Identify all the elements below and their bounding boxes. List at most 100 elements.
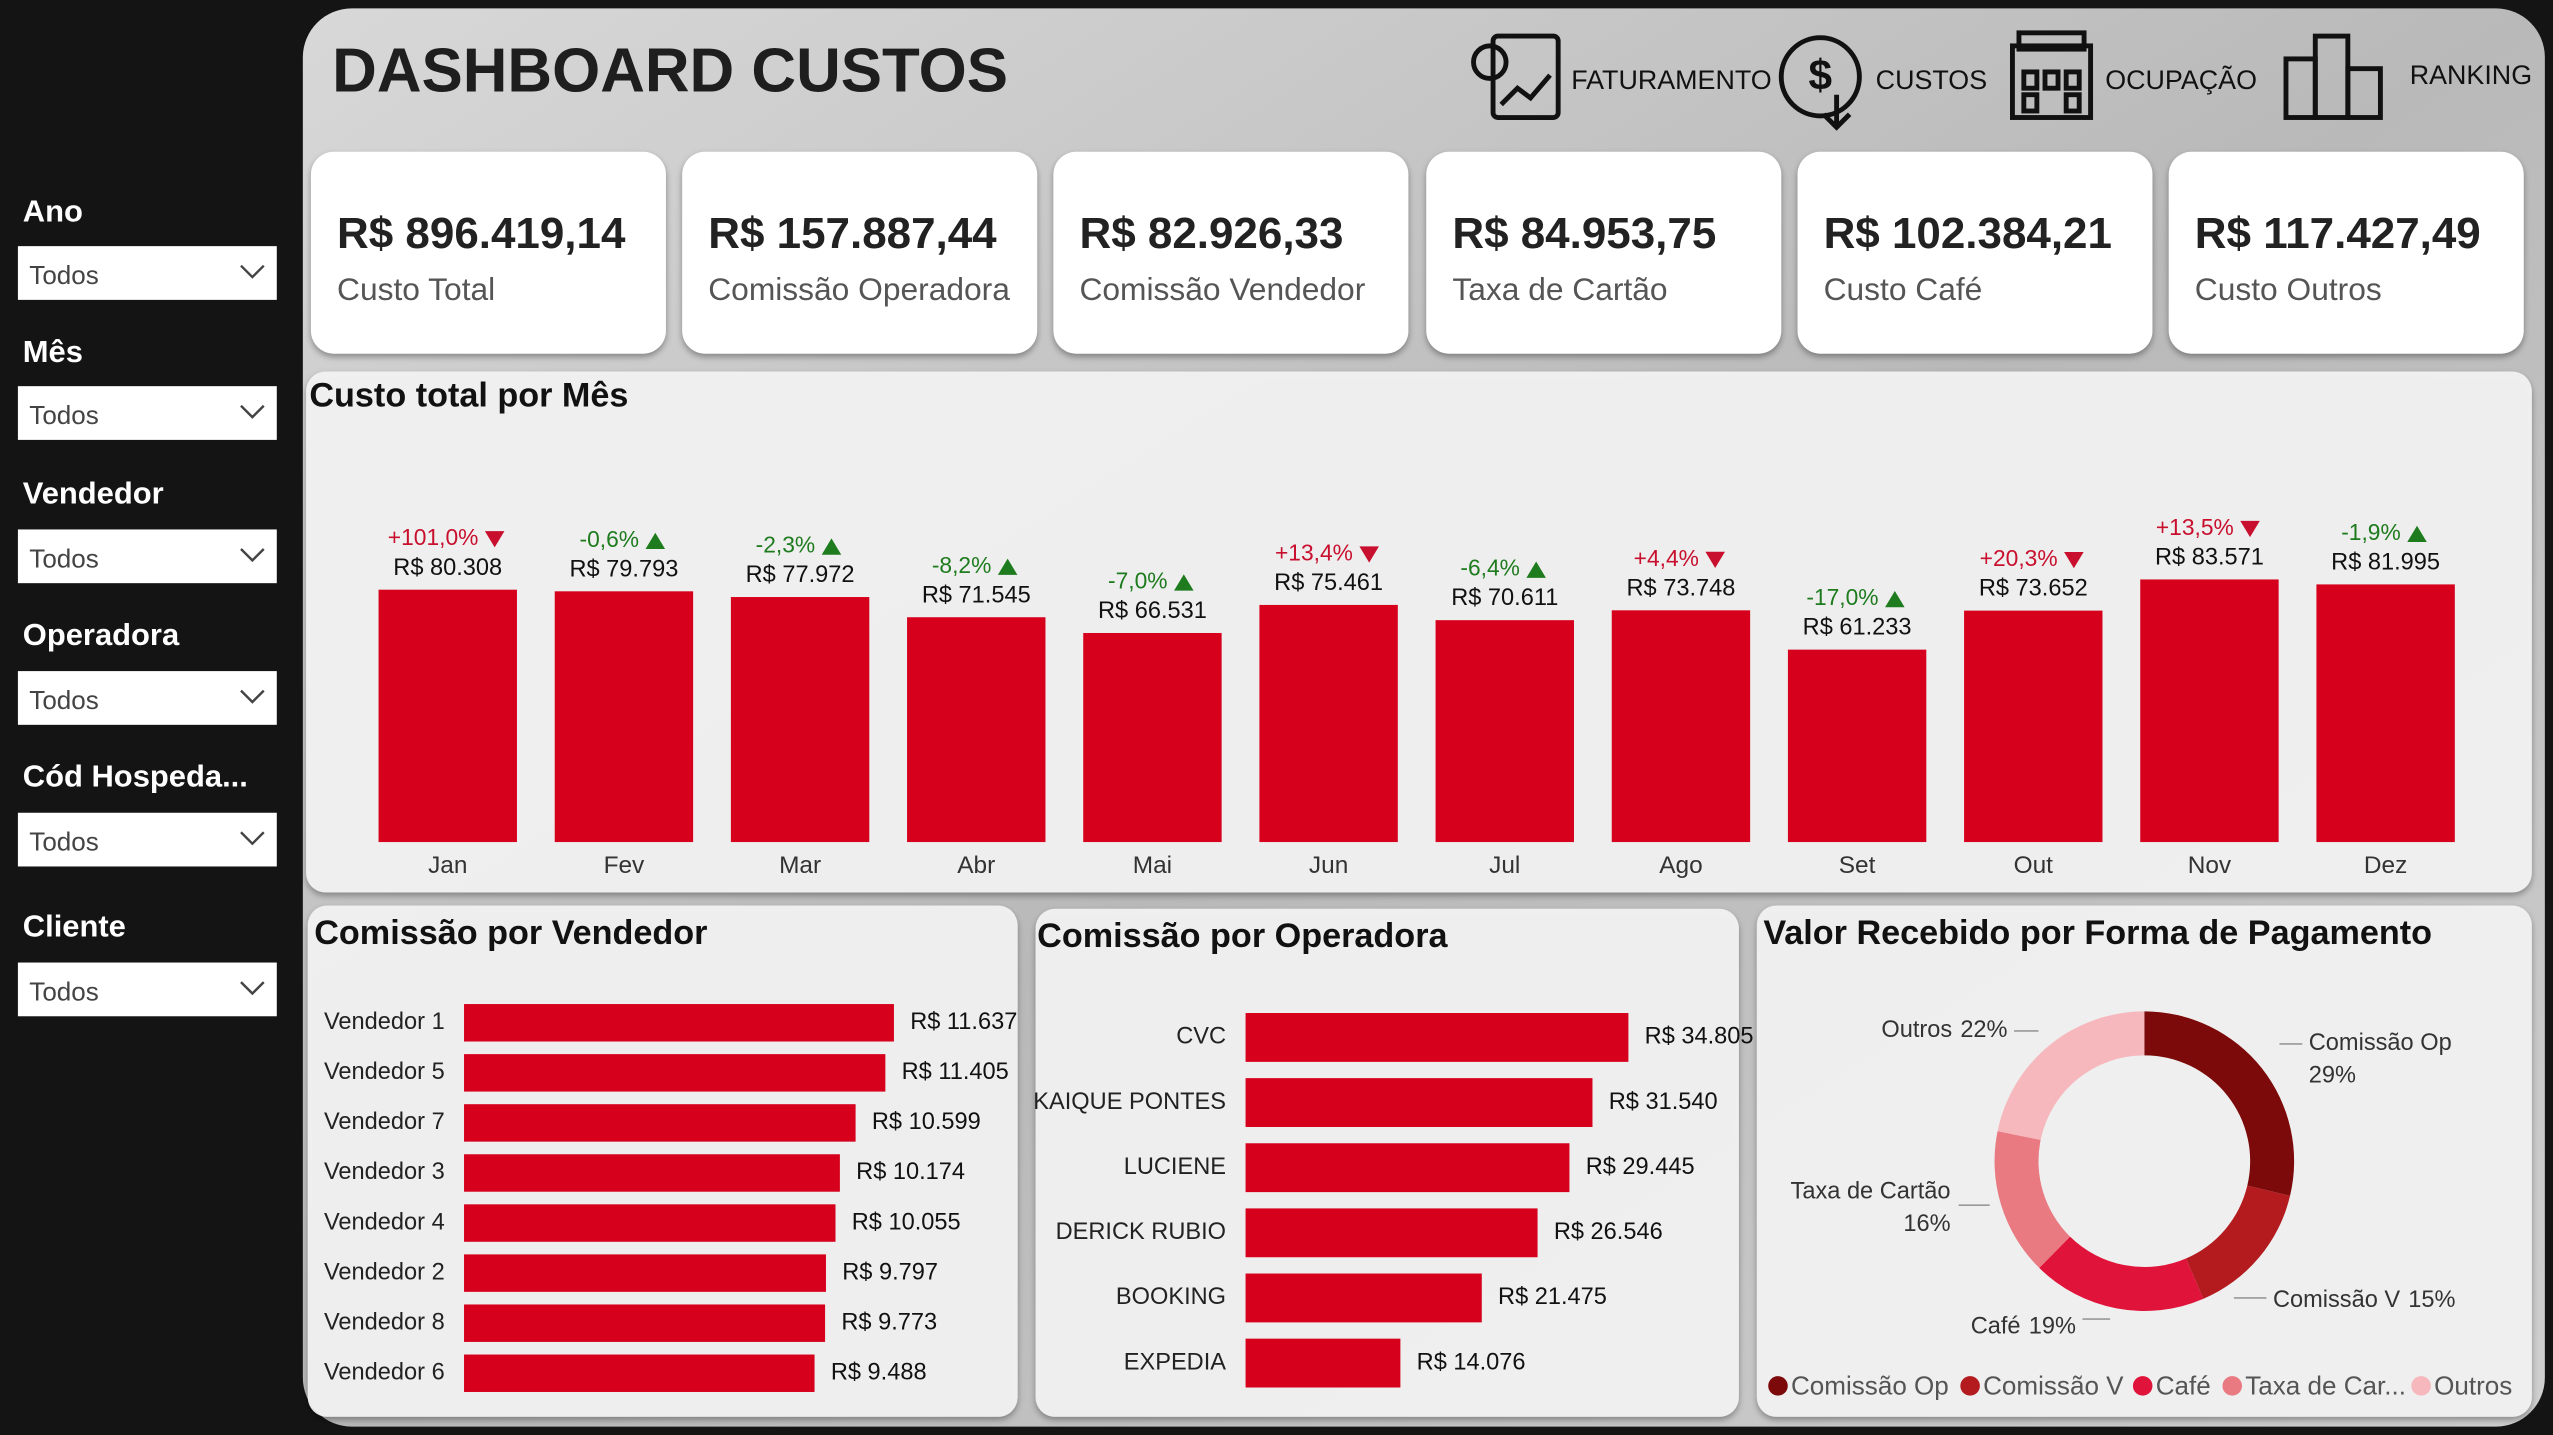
- change-label: -8,2%: [932, 552, 992, 578]
- value-label: R$ 83.571: [2155, 545, 2264, 571]
- change-indicator: [1526, 561, 1546, 578]
- slice-value: 15%: [2408, 1287, 2455, 1313]
- filter-label: Cliente: [23, 909, 126, 944]
- legend-label[interactable]: Comissão V: [1983, 1370, 2124, 1400]
- value-label: R$ 75.461: [1274, 570, 1383, 596]
- change-label: +101,0%: [388, 524, 479, 550]
- filter-label: Vendedor: [23, 475, 164, 510]
- category-label: Vendedor 6: [324, 1359, 445, 1385]
- legend-swatch[interactable]: [2411, 1376, 2431, 1396]
- kpi-label: Custo Total: [337, 271, 495, 307]
- legend-label[interactable]: Taxa de Car...: [2245, 1370, 2406, 1400]
- dropdown-arrow: [240, 548, 265, 563]
- value-label: R$ 11.405: [902, 1059, 1009, 1085]
- value-label: R$ 10.174: [856, 1159, 965, 1185]
- slice-value: 19%: [2029, 1313, 2076, 1339]
- change-label: -17,0%: [1806, 584, 1878, 610]
- category-label: Vendedor 8: [324, 1309, 445, 1335]
- chart-title: Custo total por Mês: [309, 377, 628, 415]
- nav-icon-symbol: $: [1809, 52, 1833, 99]
- slice-label: Outros 22%: [1881, 1017, 2007, 1043]
- value-label: R$ 73.652: [1979, 576, 2088, 602]
- change-indicator: [1359, 546, 1379, 563]
- value-label: R$ 73.748: [1626, 575, 1735, 601]
- category-label: DERICK RUBIO: [1056, 1219, 1226, 1245]
- chart-title: Comissão por Operadora: [1037, 917, 1448, 955]
- x-tick-label: Out: [2014, 852, 2054, 879]
- bar: [1245, 1338, 1401, 1388]
- change-label: +4,4%: [1634, 545, 1699, 571]
- filter-dropdown[interactable]: [17, 529, 277, 584]
- kpi-value: R$ 896.419,14: [337, 209, 626, 258]
- change-indicator: [997, 558, 1018, 575]
- x-tick-label: Mar: [779, 852, 821, 879]
- filter-dropdown[interactable]: [17, 386, 277, 440]
- legend-swatch[interactable]: [1960, 1376, 1980, 1396]
- chart-panel: [1756, 905, 2532, 1417]
- legend-label[interactable]: Comissão Op: [1791, 1370, 1949, 1400]
- kpi-value: R$ 84.953,75: [1452, 209, 1716, 258]
- bar: [464, 1254, 826, 1292]
- bar: [1435, 620, 1574, 843]
- nav-link[interactable]: OCUPAÇÃO: [2105, 64, 2257, 95]
- bar: [730, 597, 870, 843]
- filter-value: Todos: [29, 260, 99, 290]
- kpi-label: Taxa de Cartão: [1452, 271, 1667, 307]
- x-tick-label: Nov: [2188, 852, 2232, 879]
- change-indicator: [1705, 551, 1725, 568]
- legend-label[interactable]: Outros: [2434, 1370, 2512, 1400]
- category-label: Vendedor 5: [324, 1059, 445, 1085]
- bar: [1083, 632, 1222, 843]
- bar: [464, 1054, 886, 1092]
- filter-dropdown[interactable]: [17, 962, 277, 1017]
- bar: [1245, 1013, 1629, 1062]
- value-label: R$ 29.445: [1586, 1154, 1695, 1180]
- legend-swatch[interactable]: [2132, 1376, 2153, 1396]
- bar: [378, 589, 517, 843]
- category-label: BOOKING: [1116, 1284, 1226, 1310]
- bar: [2140, 579, 2279, 843]
- legend-swatch[interactable]: [1768, 1376, 1788, 1396]
- filter-dropdown[interactable]: [17, 812, 277, 867]
- dropdown-arrow: [240, 264, 265, 279]
- x-tick-label: Mai: [1133, 852, 1172, 879]
- nav-link[interactable]: FATURAMENTO: [1571, 65, 1771, 95]
- value-label: R$ 80.308: [393, 555, 502, 581]
- donut-slice: [1994, 1131, 2071, 1268]
- x-tick-label: Jun: [1309, 852, 1348, 879]
- donut-slice: [2185, 1185, 2291, 1299]
- value-label: R$ 14.076: [1417, 1349, 1526, 1375]
- bar: [464, 1354, 815, 1392]
- filter-label: Ano: [23, 194, 83, 229]
- filter-dropdown[interactable]: [17, 246, 277, 300]
- value-label: R$ 77.972: [746, 562, 855, 588]
- change-label: +13,5%: [2156, 514, 2234, 540]
- slice-value: 29%: [2309, 1063, 2356, 1089]
- change-indicator: [1885, 591, 1905, 608]
- bar: [1787, 649, 1927, 843]
- filter-label: Cód Hospeda...: [23, 759, 248, 794]
- filter-dropdown[interactable]: [17, 671, 277, 725]
- kpi-card: [1426, 151, 1782, 354]
- category-label: KAIQUE PONTES: [1033, 1089, 1226, 1115]
- kpi-value: R$ 157.887,44: [708, 209, 997, 258]
- slice-name: Comissão V: [2273, 1287, 2400, 1313]
- change-indicator: [2407, 525, 2427, 543]
- slice-label: Comissão Op: [2309, 1030, 2452, 1056]
- value-label: R$ 10.055: [852, 1209, 961, 1235]
- legend-label[interactable]: Café: [2156, 1370, 2211, 1400]
- value-label: R$ 71.545: [922, 582, 1031, 608]
- nav-link[interactable]: RANKING: [2410, 60, 2532, 90]
- slice-name: Outros: [1881, 1017, 1952, 1043]
- bar: [907, 617, 1046, 843]
- filter-label: Operadora: [23, 617, 180, 652]
- donut-slice: [2039, 1236, 2204, 1311]
- change-label: -0,6%: [580, 526, 640, 552]
- value-label: R$ 66.531: [1098, 598, 1207, 624]
- slice-label: Comissão V 15%: [2273, 1287, 2456, 1313]
- legend-swatch[interactable]: [2222, 1376, 2243, 1396]
- value-label: R$ 9.797: [842, 1259, 938, 1285]
- kpi-card: [310, 151, 666, 354]
- kpi-value: R$ 117.427,49: [2195, 209, 2481, 258]
- nav-link[interactable]: CUSTOS: [1876, 65, 1987, 95]
